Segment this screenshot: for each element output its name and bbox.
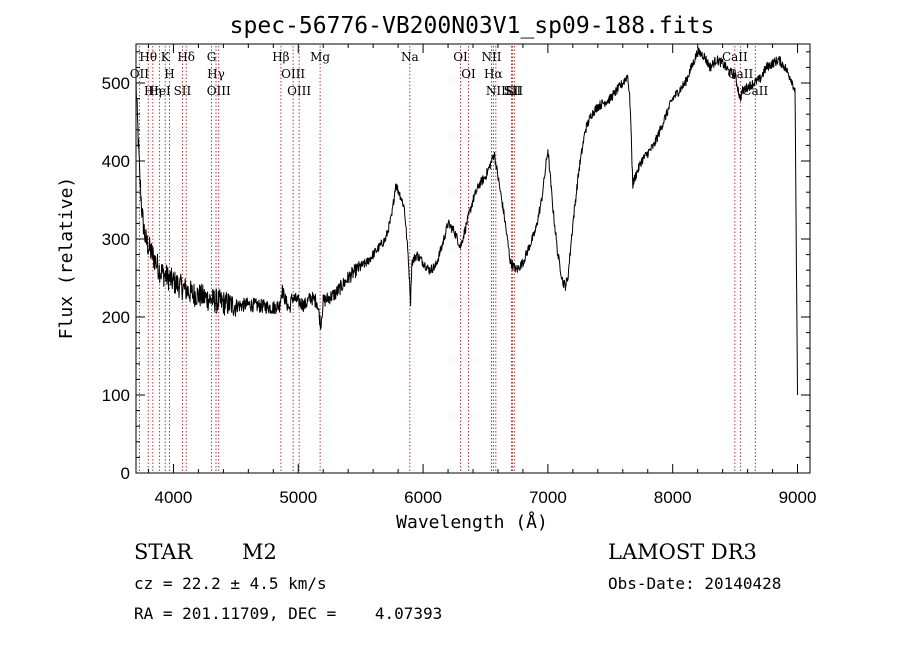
line-markers — [138, 46, 756, 473]
y-tick-label: 100 — [102, 386, 130, 405]
y-axis-label: Flux (relative) — [56, 177, 77, 340]
line-marker-label: NII — [481, 50, 501, 64]
line-marker-label: OII — [130, 67, 150, 81]
y-tick-label: 500 — [102, 74, 130, 93]
line-marker-label: HeI — [148, 84, 171, 98]
line-marker-label: Hθ — [139, 50, 157, 64]
line-marker-label: OI — [453, 50, 468, 64]
x-tick-label: 9000 — [779, 488, 817, 507]
y-tick-label: 300 — [102, 230, 130, 249]
x-axis-label: Wavelength (Å) — [396, 511, 548, 533]
star-subclass: M2 — [242, 540, 277, 564]
line-marker-label: OIII — [207, 84, 231, 98]
y-tick-label: 400 — [102, 152, 130, 171]
chart-title: spec-56776-VB200N03V1_sp09-188.fits — [230, 13, 715, 39]
spectrum-line — [135, 47, 798, 396]
line-marker-label: Li — [506, 84, 518, 98]
coordinates: RA = 201.11709, DEC = 4.07393 — [134, 604, 443, 623]
x-tick-label: 4000 — [155, 488, 193, 507]
axis-ticks: 4000 5000 6000 7000 8000 9000 0 100 200 300 400 500 — [102, 44, 817, 507]
line-marker-label: OI — [461, 67, 476, 81]
line-marker-label: Hα — [484, 67, 503, 81]
observation-date: Obs-Date: 20140428 — [608, 574, 782, 593]
line-marker-label: NII — [486, 84, 506, 98]
line-marker-label: OIII — [281, 67, 305, 81]
line-marker-label: CaII — [722, 50, 748, 64]
line-marker-label: SII — [504, 84, 522, 98]
redshift-cz: cz = 22.2 ± 4.5 km/s — [134, 574, 327, 593]
y-tick-label: 0 — [121, 464, 130, 483]
line-marker-label: SII — [174, 84, 192, 98]
line-marker-label: Hβ — [272, 50, 289, 64]
plot-frame — [135, 43, 811, 474]
line-marker-label: Hη — [144, 84, 162, 98]
line-marker-label: H — [164, 67, 174, 81]
line-marker-label: K — [161, 50, 171, 64]
line-marker-label: Hδ — [177, 50, 195, 64]
line-marker-label: Mg — [310, 50, 330, 64]
series-layer — [135, 47, 798, 396]
x-tick-label: 8000 — [654, 488, 692, 507]
line-marker-label: Na — [401, 50, 419, 64]
x-tick-label: 7000 — [529, 488, 567, 507]
x-tick-label: 5000 — [279, 488, 317, 507]
x-tick-label: 6000 — [404, 488, 442, 507]
line-marker-label: Hγ — [207, 67, 225, 81]
y-tick-label: 200 — [102, 308, 130, 327]
line-marker-label: G — [207, 50, 217, 64]
survey-label: LAMOST DR3 — [608, 540, 757, 564]
line-marker-label: OIII — [287, 84, 311, 98]
star-class-label: STAR — [134, 540, 193, 564]
line-marker-label: SII — [505, 84, 523, 98]
